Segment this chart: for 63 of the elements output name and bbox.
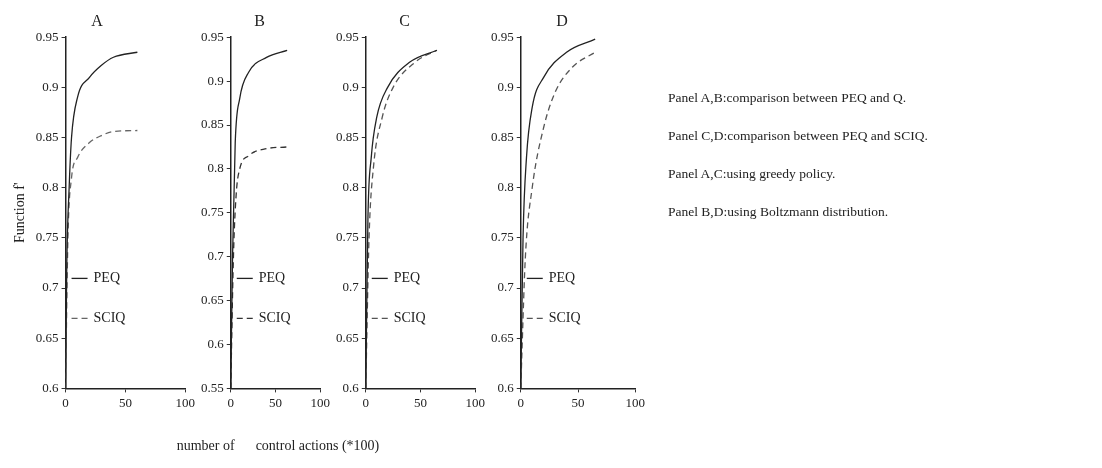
y-tick-label: 0.6 [207,335,225,351]
x-tick-label: 0 [227,394,234,410]
x-tick-label: 0 [62,394,69,410]
y-tick-label: 0.85 [336,128,359,144]
y-tick-label: 0.7 [42,279,60,295]
x-tick-label: 50 [414,394,427,410]
y-tick-label: 0.75 [491,229,514,245]
x-tick-label: 50 [269,394,282,410]
y-tick-label: 0.85 [201,116,224,132]
legend-label: PEQ [548,270,576,286]
x-tick-label: 0 [517,394,524,410]
text: Panel A,C:using greedy policy. [668,166,837,182]
y-tick-label: 0.7 [207,248,225,264]
y-tick-label: 0.95 [336,28,359,44]
y-tick-label: 0.65 [336,329,359,345]
x-axis-title: number of control actions (*100) [175,438,381,454]
x-tick-label: 100 [310,394,330,410]
x-tick-label: 0 [362,394,369,410]
y-tick-label: 0.8 [342,179,359,195]
y-tick-label: 0.9 [42,78,59,94]
legend-label: PEQ [258,270,286,286]
y-tick-label: 0.65 [491,329,514,345]
y-tick-label: 0.9 [342,78,359,94]
x-tick-label: 100 [465,394,485,410]
chart-title: C [399,11,410,29]
chart-title: A [91,11,104,29]
x-tick-label: 100 [625,394,645,410]
y-tick-label: 0.6 [497,379,515,395]
y-tick-label: 0.85 [491,128,514,144]
y-tick-label: 0.7 [497,279,515,295]
y-tick-label: 0.85 [35,128,59,144]
text: Panel A,B:comparison between PEQ and Q. [668,90,908,106]
text: Panel C,D:comparison between PEQ and SCIQ. [668,128,928,144]
y-tick-label: 0.95 [201,28,224,44]
y-tick-label: 0.75 [201,204,224,220]
x-tick-label: 50 [571,394,585,410]
y-tick-label: 0.95 [491,28,514,44]
text: Panel B,D:using Boltzmann distribution. [668,204,890,220]
y-axis-title: Function f' [12,182,28,244]
y-tick-label: 0.55 [201,379,224,395]
legend-label: SCIQ [258,310,291,326]
y-tick-label: 0.8 [497,179,514,195]
y-tick-label: 0.75 [336,229,359,245]
x-tick-label: 100 [175,394,195,410]
legend-label: PEQ [93,270,120,286]
chart-title: D [556,11,568,29]
y-tick-label: 0.95 [35,28,59,44]
legend-label: SCIQ [393,310,426,326]
y-tick-label: 0.8 [207,160,224,176]
y-tick-label: 0.75 [35,229,59,245]
y-tick-label: 0.8 [42,179,59,195]
y-tick-label: 0.6 [342,379,360,395]
y-tick-label: 0.9 [497,78,514,94]
chart-title: B [254,11,265,29]
y-tick-label: 0.65 [35,329,59,345]
x-tick-label: 50 [118,394,132,410]
y-tick-label: 0.6 [42,379,60,395]
legend-label: SCIQ [93,310,126,326]
y-tick-label: 0.7 [342,279,360,295]
legend-label: SCIQ [548,310,581,326]
legend-label: PEQ [393,270,421,286]
y-tick-label: 0.9 [207,72,224,88]
y-tick-label: 0.65 [201,292,224,308]
